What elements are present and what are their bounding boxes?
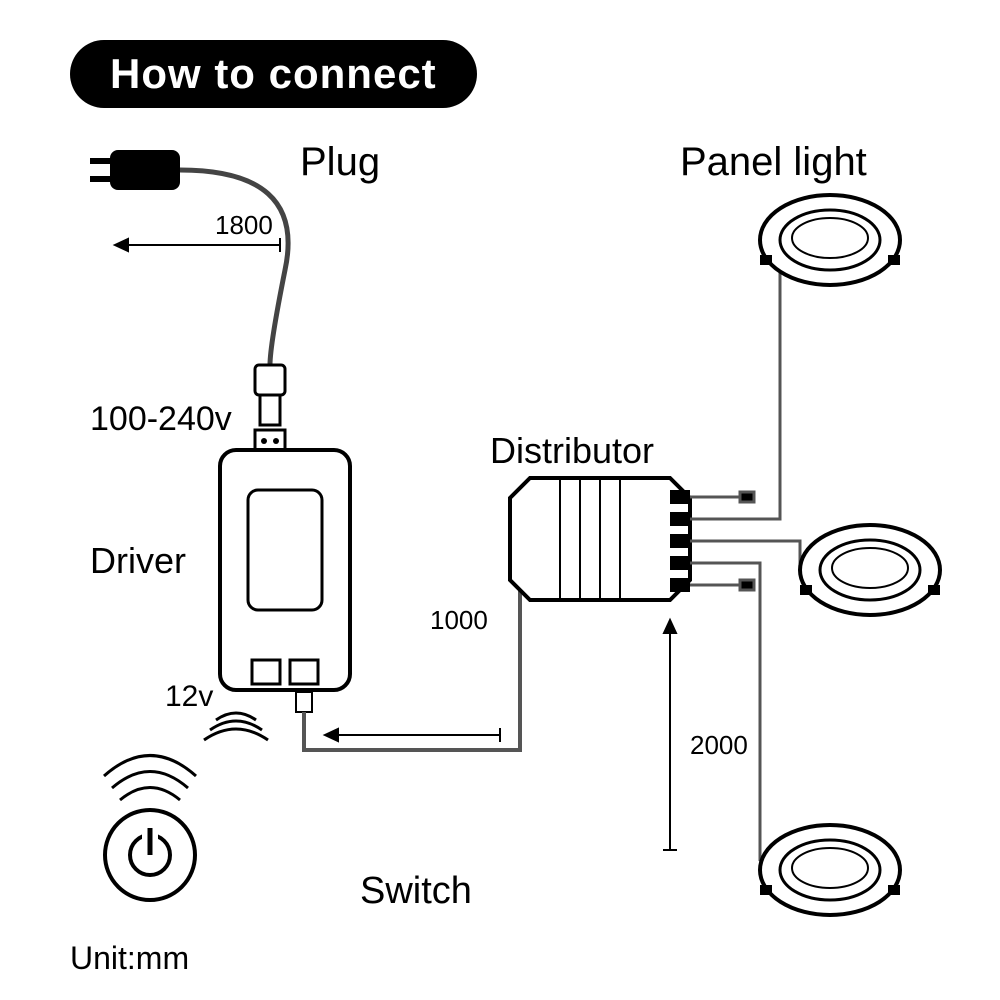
panel-light-1-icon (760, 195, 900, 285)
driver-icon (220, 450, 350, 690)
ac-connector-icon (255, 365, 285, 452)
wireless-icon-receiver (204, 713, 268, 740)
wire-to-light-3 (690, 563, 775, 868)
dim-arrow-1000 (325, 728, 500, 742)
plug-icon (90, 150, 288, 365)
switch-icon (105, 810, 195, 900)
panel-light-2-icon (800, 525, 940, 615)
wire-to-light-1 (690, 260, 790, 519)
distributor-icon (510, 478, 690, 600)
dim-arrow-1800 (115, 238, 280, 252)
wireless-icon-switch (104, 756, 196, 801)
panel-light-3-icon (760, 825, 900, 915)
dim-arrow-2000 (663, 620, 677, 850)
diagram-canvas: How to connect Plug Panel light 100-240v… (0, 0, 1000, 1000)
wire-to-light-2 (690, 541, 810, 575)
wiring-svg (0, 0, 1000, 1000)
